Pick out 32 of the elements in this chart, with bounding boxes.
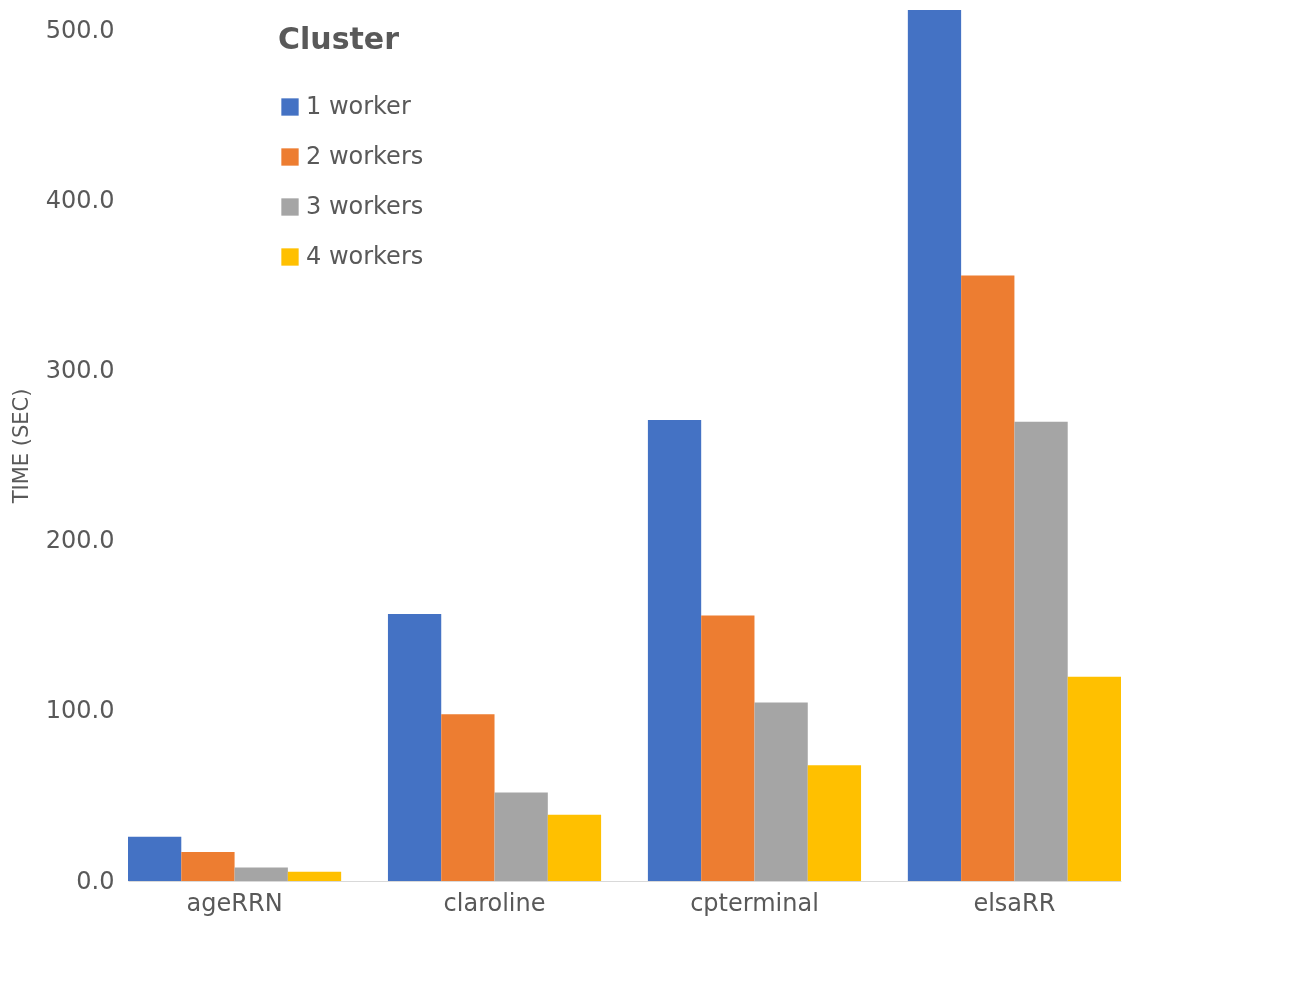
bar [181,852,235,881]
legend-title: Cluster [278,21,400,56]
legend-label: 3 workers [306,192,424,220]
bar [907,10,962,881]
bar [754,702,808,881]
bar [387,613,442,881]
y-axis-title: TIME (SEC) [8,388,33,505]
y-tick-label: 300.0 [45,356,115,385]
legend-label: 2 workers [306,142,424,170]
x-tick-label: ageRRN [186,888,283,917]
bar [441,714,495,881]
y-tick-label: 0.0 [76,866,115,895]
y-tick-label: 500.0 [45,15,115,44]
bar [961,275,1015,881]
bar [1067,676,1121,881]
bar [234,867,288,881]
x-tick-label: elsaRR [973,888,1056,917]
y-tick-label: 100.0 [45,696,115,725]
y-tick-label: 200.0 [45,526,115,555]
bar [547,814,602,881]
y-tick-label: 400.0 [45,186,115,215]
x-tick-label: cpterminal [690,888,819,917]
bar [287,871,342,881]
legend-label: 4 workers [306,242,424,270]
bar [494,792,548,881]
bar [647,419,702,881]
bar [128,836,182,881]
bar [701,615,755,881]
legend-label: 1 worker [306,92,411,120]
bar [807,765,862,881]
bar [1014,421,1068,881]
x-tick-label: claroline [443,888,546,917]
